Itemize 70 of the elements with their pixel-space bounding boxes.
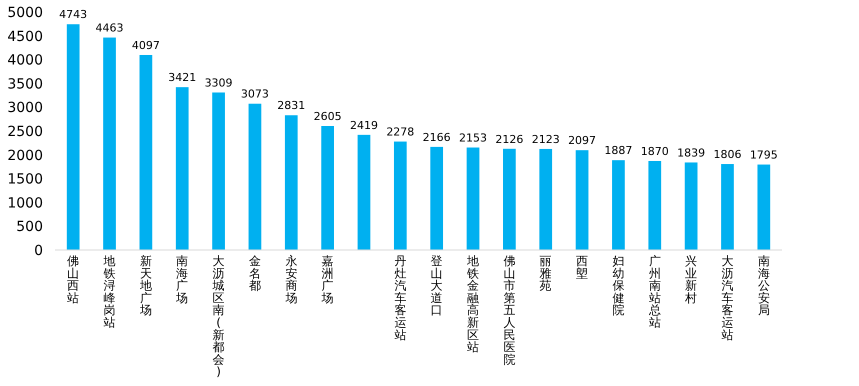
data-label: 2126: [495, 132, 524, 146]
bar: [248, 104, 262, 250]
bar: [466, 148, 480, 250]
y-tick-label: 1000: [7, 195, 43, 212]
data-label: 1795: [750, 148, 778, 162]
data-label: 2153: [459, 132, 488, 145]
bar: [358, 134, 370, 250]
data-label: 4463: [96, 22, 124, 35]
data-label: 4743: [59, 8, 88, 22]
data-label: 2831: [277, 99, 306, 112]
y-tick-label: 2000: [7, 148, 43, 164]
y-tick-label: 5000: [7, 5, 43, 21]
bar: [140, 54, 152, 250]
bar: [284, 115, 298, 250]
bar: [576, 150, 588, 250]
x-tick-label: 南海公安局: [758, 254, 770, 318]
bar: [539, 148, 552, 250]
data-label: 3421: [168, 71, 196, 84]
x-tick-label: 金名都: [248, 254, 261, 293]
data-label: 3309: [204, 76, 233, 90]
data-label: 2166: [422, 130, 451, 144]
x-tick-label: 嘉洲广场: [320, 254, 334, 305]
category-label: 佛山市第五人民医院: [503, 254, 516, 366]
y-tick-label: 3500: [7, 76, 43, 92]
x-tick-label: 南海广场: [175, 254, 188, 305]
x-tick-label: 丽雅苑: [540, 254, 552, 293]
data-label: 1839: [677, 146, 706, 160]
x-tick-label: 地铁金融高新区站: [466, 254, 480, 354]
x-tick-label: 佛山西站: [67, 254, 80, 305]
x-tick-label: 妇幼保健院: [612, 254, 624, 318]
data-label: 3073: [240, 88, 269, 101]
bar: [757, 164, 770, 250]
bar: [176, 87, 189, 250]
x-tick-label: 登山大道口: [430, 254, 443, 318]
data-label: 1806: [713, 148, 742, 162]
data-label: 2123: [532, 132, 560, 146]
bar: [212, 92, 225, 250]
y-tick-label: 2500: [7, 124, 43, 140]
data-label: 1870: [640, 144, 669, 158]
data-label: 2605: [314, 110, 342, 123]
x-tick-label: 大沥汽车客运站: [721, 254, 734, 342]
x-tick-label: 新天地广场: [138, 254, 152, 318]
y-tick-label: 4000: [7, 52, 43, 69]
x-tick-label: 西塱: [576, 254, 588, 280]
data-label: 4097: [132, 38, 160, 52]
data-label: 2097: [568, 134, 596, 148]
bar: [103, 38, 116, 250]
data-label: 2278: [386, 126, 414, 139]
y-tick-label: 1500: [7, 172, 43, 188]
bar: [648, 160, 662, 250]
x-tick-label: 永安商场: [284, 254, 298, 305]
bar: [321, 126, 334, 250]
y-tick-label: 500: [16, 219, 43, 236]
bar: [66, 24, 80, 250]
data-label: 2419: [350, 118, 378, 132]
x-tick-label: 丹灶汽车客运站: [394, 254, 406, 342]
y-tick-label: 0: [34, 243, 43, 259]
x-tick-label: 广州南站总站: [648, 254, 661, 330]
bar: [721, 164, 734, 250]
bar: [394, 142, 407, 250]
x-tick-label: 地铁浔峰岗站: [102, 254, 116, 330]
bar: [503, 148, 516, 250]
y-tick-label: 3000: [7, 100, 43, 116]
y-tick-label: 4500: [7, 28, 43, 45]
category-label: 大沥城区南(新都会): [212, 254, 225, 379]
bar: [684, 162, 698, 250]
x-tick-label: 兴业新村: [684, 254, 698, 305]
bar: [430, 146, 444, 250]
data-label: 1887: [604, 144, 632, 158]
bar: [612, 160, 625, 250]
